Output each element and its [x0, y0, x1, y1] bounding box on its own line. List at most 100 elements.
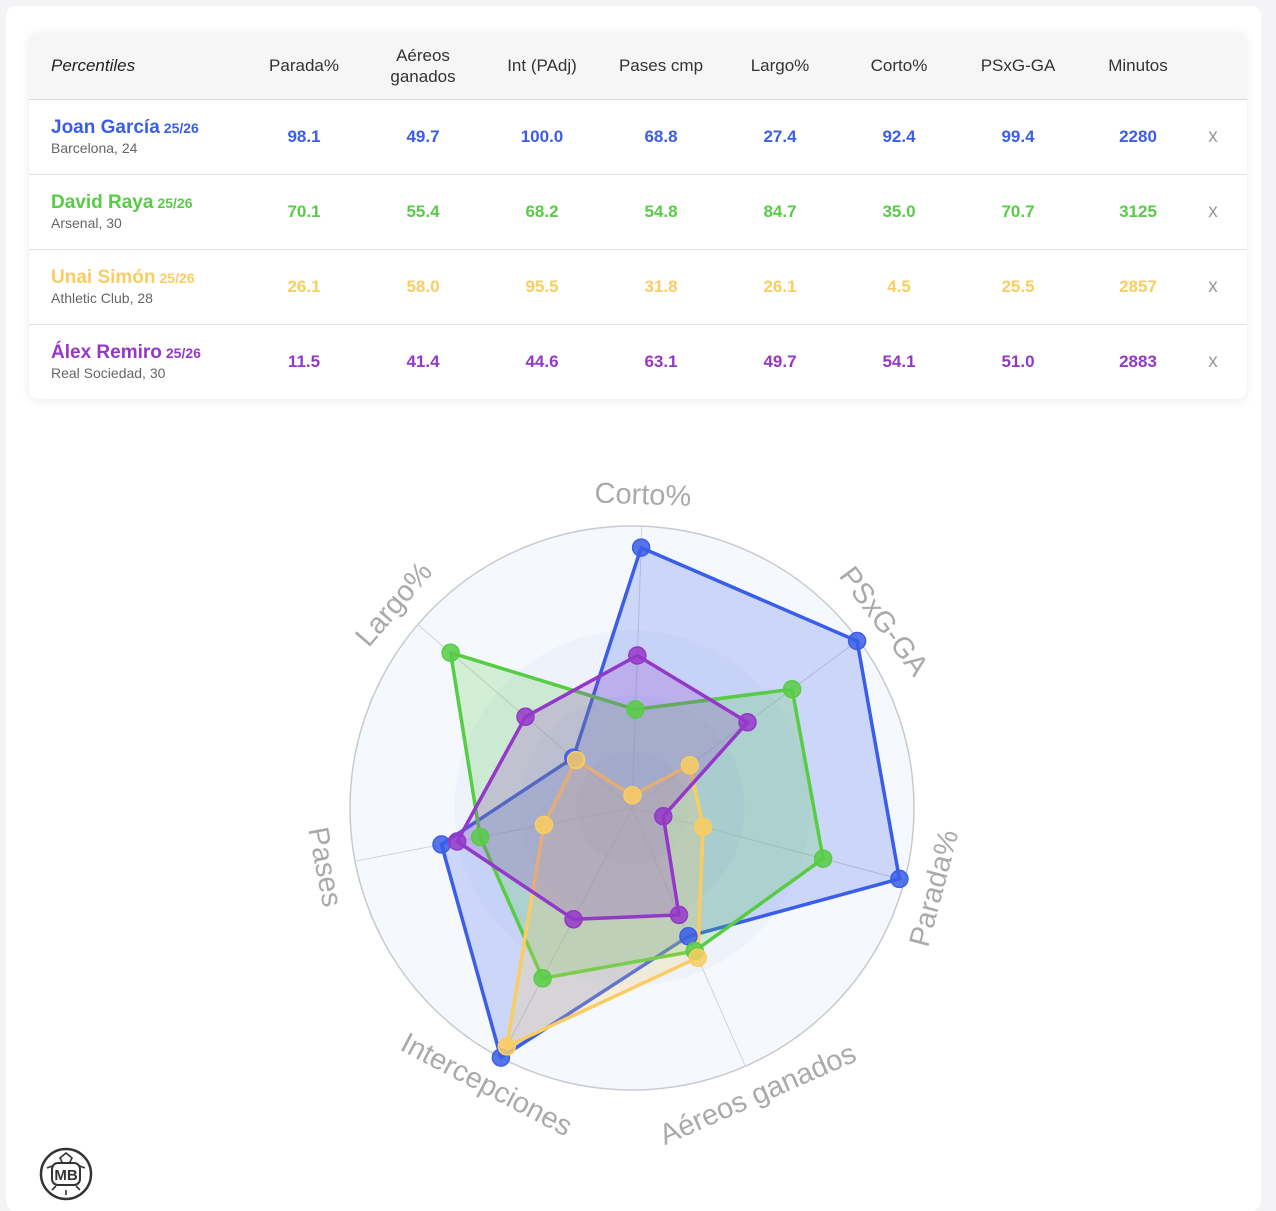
data-point — [890, 869, 909, 889]
player-season: 25/26 — [165, 345, 201, 361]
data-point — [626, 700, 645, 719]
table-row: Álex Remiro 25/26 Real Sociedad, 30 11.5 41.… — [29, 325, 1247, 399]
data-point — [516, 707, 535, 727]
player-name[interactable]: Álex Remiro 25/26 — [51, 342, 201, 364]
player-name-text: Álex Remiro — [51, 342, 162, 363]
data-point — [566, 750, 586, 770]
stat-cell: 26.1 — [287, 277, 321, 296]
header-corto[interactable]: Corto% — [870, 56, 928, 75]
stat-cell: 41.4 — [406, 352, 440, 371]
player-club: Athletic Club, 28 — [51, 290, 153, 306]
stat-cell: 35.0 — [882, 202, 916, 221]
stat-cell: 49.7 — [406, 127, 440, 146]
header-pases[interactable]: Pases cmp — [618, 56, 704, 75]
stat-cell: 95.5 — [525, 277, 559, 296]
player-season: 25/26 — [159, 270, 195, 286]
axis-label: Corto% — [594, 478, 692, 513]
stat-cell: 70.1 — [287, 202, 321, 221]
mb-logo: MB — [39, 1147, 93, 1201]
stat-cell: 11.5 — [287, 352, 321, 371]
stat-cell: 2280 — [1119, 127, 1157, 146]
stat-cell: 27.4 — [763, 127, 797, 146]
data-point — [441, 643, 460, 662]
data-point — [813, 849, 833, 868]
player-season: 25/26 — [157, 195, 193, 211]
stat-cell: 55.4 — [406, 202, 440, 221]
stat-cell: 25.5 — [1001, 277, 1035, 296]
player-name-text: Joan García — [51, 117, 160, 138]
stat-cell: 54.1 — [882, 352, 916, 371]
main-card: Percentiles Parada% Aéreos ganados Int (… — [6, 6, 1261, 1211]
header-percentiles: Percentiles — [51, 56, 136, 75]
stat-cell: 68.2 — [525, 202, 559, 221]
data-point — [631, 538, 651, 557]
player-name[interactable]: Unai Simón 25/26 — [51, 267, 195, 289]
axis-label: Parada% — [904, 827, 966, 951]
player-name[interactable]: Joan García 25/26 — [51, 117, 199, 139]
axis-label: Pases — [301, 824, 348, 909]
data-point — [628, 646, 647, 665]
header-minutos[interactable]: Minutos — [1108, 56, 1168, 75]
data-point — [680, 755, 700, 775]
data-point — [782, 679, 802, 699]
table-row: Joan García 25/26 Barcelona, 24 98.1 49.7 100… — [29, 100, 1247, 175]
data-point — [623, 786, 642, 805]
header-aereos[interactable]: Aéreos ganados — [390, 45, 456, 86]
player-name-text: David Raya — [51, 192, 154, 213]
player-club: Arsenal, 30 — [51, 215, 122, 231]
remove-player-button[interactable]: x — [1208, 201, 1218, 222]
series-area — [448, 650, 825, 981]
data-point — [688, 948, 708, 967]
data-point — [534, 815, 554, 835]
stat-cell: 4.5 — [887, 277, 911, 296]
stat-cell: 49.7 — [763, 352, 797, 371]
stat-cell: 92.4 — [882, 127, 916, 146]
stat-cell: 54.8 — [644, 202, 678, 221]
stat-cell: 100.0 — [520, 127, 564, 146]
stat-cell: 3125 — [1119, 202, 1157, 221]
stat-cell: 2883 — [1119, 352, 1157, 371]
table-row: Unai Simón 25/26 Athletic Club, 28 26.1 58.0… — [29, 250, 1247, 325]
stat-cell: 70.7 — [1001, 202, 1035, 221]
data-point — [432, 835, 451, 854]
header-parada[interactable]: Parada% — [269, 56, 339, 75]
player-name-text: Unai Simón — [51, 267, 156, 288]
stat-cell: 31.8 — [644, 277, 678, 296]
header-largo[interactable]: Largo% — [750, 56, 810, 75]
header-psxg[interactable]: PSxG-GA — [980, 56, 1056, 75]
data-point — [738, 713, 757, 732]
player-season: 25/26 — [163, 120, 199, 136]
stat-cell: 44.6 — [525, 352, 559, 371]
stat-cell: 63.1 — [644, 352, 678, 371]
remove-player-button[interactable]: x — [1208, 276, 1218, 297]
data-point — [447, 832, 467, 851]
series-area — [505, 758, 705, 1049]
stat-cell: 84.7 — [763, 202, 797, 221]
table-row: David Raya 25/26 Arsenal, 30 70.1 55.4 68.2 54… — [29, 175, 1247, 250]
series-area — [439, 545, 902, 1060]
stat-cell: 58.0 — [406, 277, 440, 296]
stat-cell: 99.4 — [1001, 127, 1035, 146]
radar-spoke — [354, 807, 633, 862]
data-point — [847, 631, 867, 651]
logo-text: MB — [54, 1167, 77, 1184]
stat-cell: 98.1 — [287, 127, 321, 146]
percentiles-table: Percentiles Parada% Aéreos ganados Int (… — [29, 32, 1247, 399]
stat-cell: 26.1 — [763, 277, 797, 296]
radar-spoke — [500, 807, 633, 1058]
data-point — [669, 905, 689, 925]
player-name[interactable]: David Raya 25/26 — [51, 192, 193, 214]
data-point — [470, 827, 490, 847]
remove-player-button[interactable]: x — [1208, 351, 1218, 372]
player-club: Real Sociedad, 30 — [51, 365, 166, 381]
stat-cell: 51.0 — [1001, 352, 1035, 371]
data-point — [564, 910, 583, 929]
remove-player-button[interactable]: x — [1208, 126, 1218, 147]
radar-spoke — [631, 526, 643, 809]
data-point — [654, 807, 673, 826]
header-int[interactable]: Int (PAdj) — [507, 56, 577, 75]
radar-spoke — [631, 807, 905, 881]
stat-cell: 2857 — [1119, 277, 1157, 296]
data-point — [533, 969, 552, 988]
